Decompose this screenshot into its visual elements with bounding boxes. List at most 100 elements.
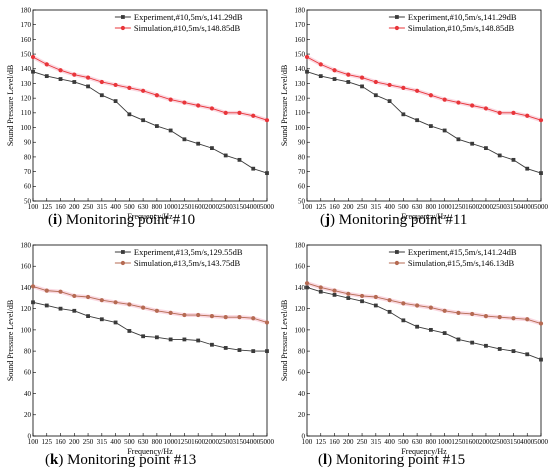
- x-tick-label: 3150: [232, 203, 247, 211]
- x-tick-label: 100: [28, 203, 39, 211]
- legend-entry: Experiment,#13,5m/s,129.55dB: [114, 247, 243, 257]
- y-tick-label: 0: [28, 432, 32, 440]
- data-point: [415, 118, 420, 123]
- y-tick-label: 50: [298, 197, 306, 205]
- caption-text: Monitoring point #13: [67, 452, 197, 468]
- y-axis-label: Sound Pressure Level/dB: [6, 65, 15, 146]
- data-point: [511, 349, 516, 354]
- series-line: [306, 56, 542, 121]
- data-point: [141, 118, 146, 123]
- y-tick-label: 60: [24, 183, 32, 191]
- data-point: [196, 103, 201, 108]
- data-point: [484, 146, 488, 151]
- legend-label: Experiment,#10,5m/s,141.29dB: [134, 12, 243, 22]
- x-tick-label: 5000: [260, 203, 275, 211]
- legend-entry: Experiment,#10,5m/s,141.29dB: [388, 12, 517, 22]
- y-tick-label: 150: [21, 50, 32, 58]
- data-point: [223, 315, 228, 320]
- legend-marker: [394, 260, 399, 266]
- data-point: [470, 340, 475, 345]
- series-band: [306, 55, 542, 123]
- data-point: [72, 72, 77, 77]
- series-line: [32, 285, 268, 323]
- series-line: [32, 71, 268, 174]
- data-point: [539, 171, 543, 175]
- y-tick-label: 70: [24, 168, 32, 176]
- x-tick-label: 2500: [219, 203, 234, 211]
- data-point: [304, 54, 310, 60]
- data-point: [44, 62, 49, 67]
- x-tick-label: 5000: [260, 438, 275, 446]
- y-tick-label: 150: [295, 50, 306, 58]
- y-tick-label: 140: [295, 65, 306, 73]
- x-tick-label: 3150: [506, 203, 521, 211]
- x-tick-label: 630: [138, 438, 149, 446]
- data-point: [511, 157, 516, 162]
- x-tick-label: 1250: [451, 203, 466, 211]
- legend-entry: Simulation,#13,5m/s,143.75dB: [114, 258, 240, 268]
- data-point: [538, 118, 544, 123]
- caption-letter: i: [53, 212, 58, 228]
- data-point: [332, 77, 337, 81]
- data-point: [209, 106, 215, 111]
- x-tick-label: 500: [398, 203, 409, 211]
- data-point: [113, 82, 118, 88]
- x-tick-label: 100: [302, 438, 313, 446]
- data-point: [318, 289, 323, 294]
- data-point: [360, 84, 364, 89]
- data-point: [332, 288, 337, 293]
- x-axis-label: Frequency/Hz: [401, 212, 447, 221]
- data-point: [182, 312, 187, 318]
- data-point: [127, 85, 132, 90]
- x-tick-label: 250: [83, 438, 94, 446]
- x-axis-label: Frequency/Hz: [127, 447, 173, 456]
- series-simulation: [304, 281, 544, 326]
- data-point: [304, 281, 310, 286]
- data-point: [154, 124, 159, 128]
- y-tick-label: 80: [298, 348, 306, 356]
- series-line: [306, 282, 542, 324]
- data-point: [483, 106, 489, 111]
- data-point: [99, 93, 104, 98]
- caption-letter: k: [50, 452, 59, 468]
- y-tick-label: 60: [298, 183, 306, 191]
- x-tick-label: 250: [357, 203, 368, 211]
- x-tick-label: 630: [138, 203, 149, 211]
- data-point: [196, 338, 201, 343]
- data-point: [346, 72, 351, 77]
- x-tick-label: 2000: [479, 203, 494, 211]
- data-point: [210, 342, 214, 347]
- data-point: [154, 93, 159, 98]
- x-tick-label: 125: [316, 203, 327, 211]
- data-point: [415, 324, 420, 329]
- data-point: [182, 337, 187, 342]
- y-tick-label: 20: [24, 411, 32, 419]
- legend-label: Simulation,#15,5m/s,146.13dB: [408, 258, 515, 268]
- data-point: [30, 284, 36, 289]
- y-axis-label: Sound Pressure Level/dB: [280, 65, 289, 146]
- series-band: [32, 55, 268, 123]
- x-tick-label: 400: [110, 438, 121, 446]
- x-tick-label: 160: [329, 203, 340, 211]
- x-tick-label: 125: [42, 203, 53, 211]
- y-tick-label: 120: [295, 305, 306, 313]
- y-tick-label: 170: [21, 21, 32, 29]
- data-point: [428, 124, 433, 128]
- x-tick-label: 250: [83, 203, 94, 211]
- data-point: [428, 305, 433, 310]
- x-tick-label: 315: [371, 203, 382, 211]
- data-point: [525, 352, 530, 357]
- x-tick-label: 100: [28, 438, 39, 446]
- y-tick-label: 40: [24, 390, 32, 398]
- data-point: [497, 347, 502, 351]
- x-tick-label: 160: [55, 438, 66, 446]
- x-tick-label: 1600: [191, 438, 206, 446]
- series-experiment: [305, 285, 543, 362]
- data-point: [442, 308, 447, 313]
- y-tick-label: 90: [298, 139, 306, 147]
- data-point: [72, 308, 77, 313]
- data-point: [237, 315, 242, 320]
- data-point: [442, 331, 447, 335]
